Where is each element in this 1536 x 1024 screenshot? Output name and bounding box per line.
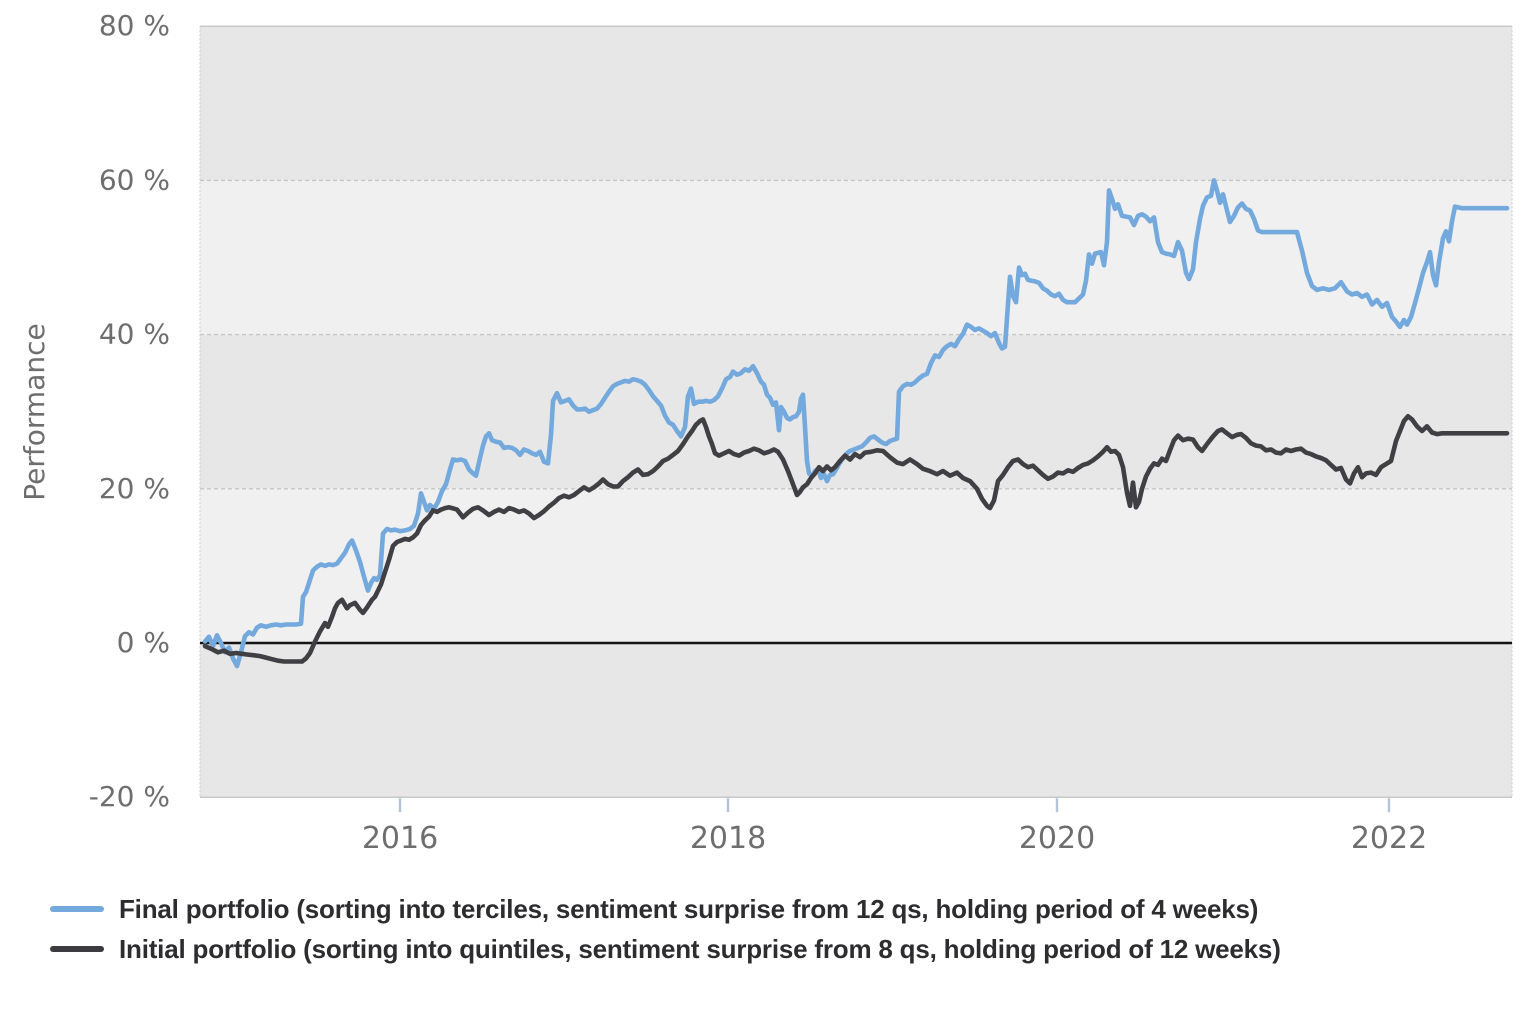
y-tick-label: 40 %: [99, 318, 170, 351]
y-tick-label: -20 %: [89, 780, 170, 813]
grid-band: [200, 488, 1512, 643]
chart-legend: Final portfolio (sorting into terciles, …: [50, 891, 1281, 967]
y-tick-label: 0 %: [117, 626, 170, 659]
y-axis-title: Performance: [18, 323, 51, 500]
grid-band: [200, 180, 1512, 335]
legend-label-final-portfolio: Final portfolio (sorting into terciles, …: [119, 893, 1259, 924]
x-tick-label: 2020: [1019, 821, 1095, 856]
grid-band: [200, 334, 1512, 489]
legend-item-final-portfolio: Final portfolio (sorting into terciles, …: [50, 891, 1281, 927]
y-tick-label: 80 %: [99, 9, 170, 42]
grid-band: [200, 26, 1512, 181]
x-tick-label: 2018: [690, 821, 766, 856]
legend-label-initial-portfolio: Initial portfolio (sorting into quintile…: [119, 933, 1281, 964]
grid-band: [200, 643, 1512, 798]
initial-portfolio-line-swatch: [50, 946, 104, 952]
x-tick-label: 2022: [1351, 821, 1427, 856]
x-tick-label: 2016: [362, 821, 438, 856]
final-portfolio-line-swatch: [50, 906, 104, 912]
y-tick-label: 20 %: [99, 472, 170, 505]
series-final-portfolio-line: [202, 178, 1510, 669]
y-tick-label: 60 %: [99, 163, 170, 196]
series-initial-portfolio-line: [202, 413, 1510, 664]
legend-item-initial-portfolio: Initial portfolio (sorting into quintile…: [50, 931, 1281, 967]
